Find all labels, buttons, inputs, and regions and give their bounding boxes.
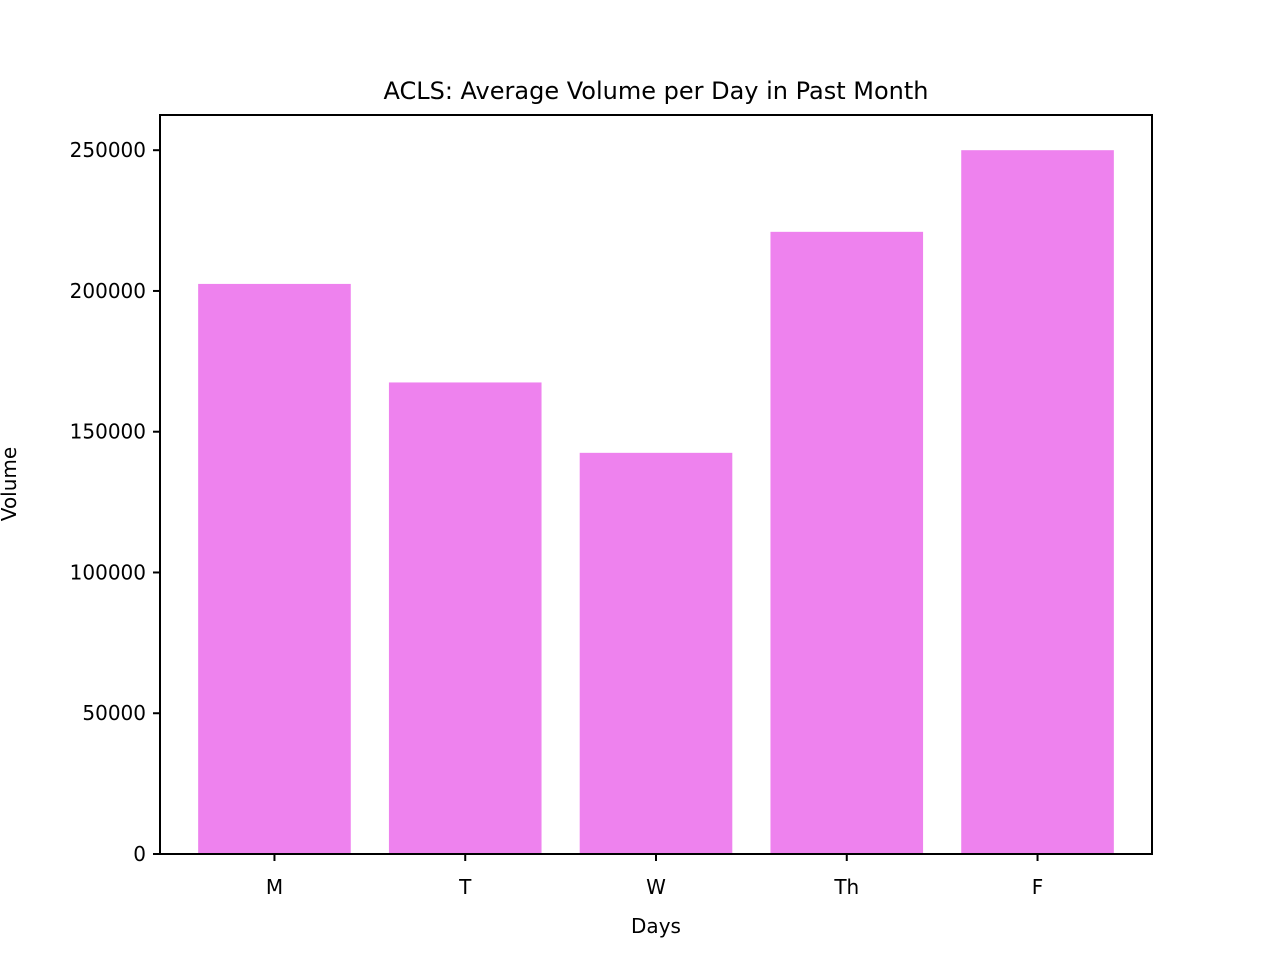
bar-th xyxy=(770,231,924,854)
x-tick-label: T xyxy=(458,875,472,899)
bar-f xyxy=(961,150,1114,854)
y-tick-label: 100000 xyxy=(70,560,146,584)
y-tick-label: 150000 xyxy=(70,420,146,444)
bar-w xyxy=(579,452,733,854)
x-tick-label: W xyxy=(646,875,666,899)
y-tick-label: 50000 xyxy=(82,701,146,725)
x-tick-label: M xyxy=(266,875,283,899)
x-axis: M T W Th F xyxy=(266,854,1043,899)
chart-title: ACLS: Average Volume per Day in Past Mon… xyxy=(383,77,928,105)
y-axis: 0 50000 100000 150000 200000 250000 xyxy=(70,138,160,866)
bar-m xyxy=(198,283,351,854)
bar-t xyxy=(388,382,542,854)
y-tick-label: 0 xyxy=(133,842,146,866)
y-tick-label: 250000 xyxy=(70,138,146,162)
x-tick-label: Th xyxy=(833,875,859,899)
y-axis-label: Volume xyxy=(0,447,21,521)
x-axis-label: Days xyxy=(631,914,681,938)
y-tick-label: 200000 xyxy=(70,279,146,303)
bars-layer xyxy=(198,150,1114,854)
x-tick-label: F xyxy=(1032,875,1044,899)
plot-frame xyxy=(159,114,1153,855)
